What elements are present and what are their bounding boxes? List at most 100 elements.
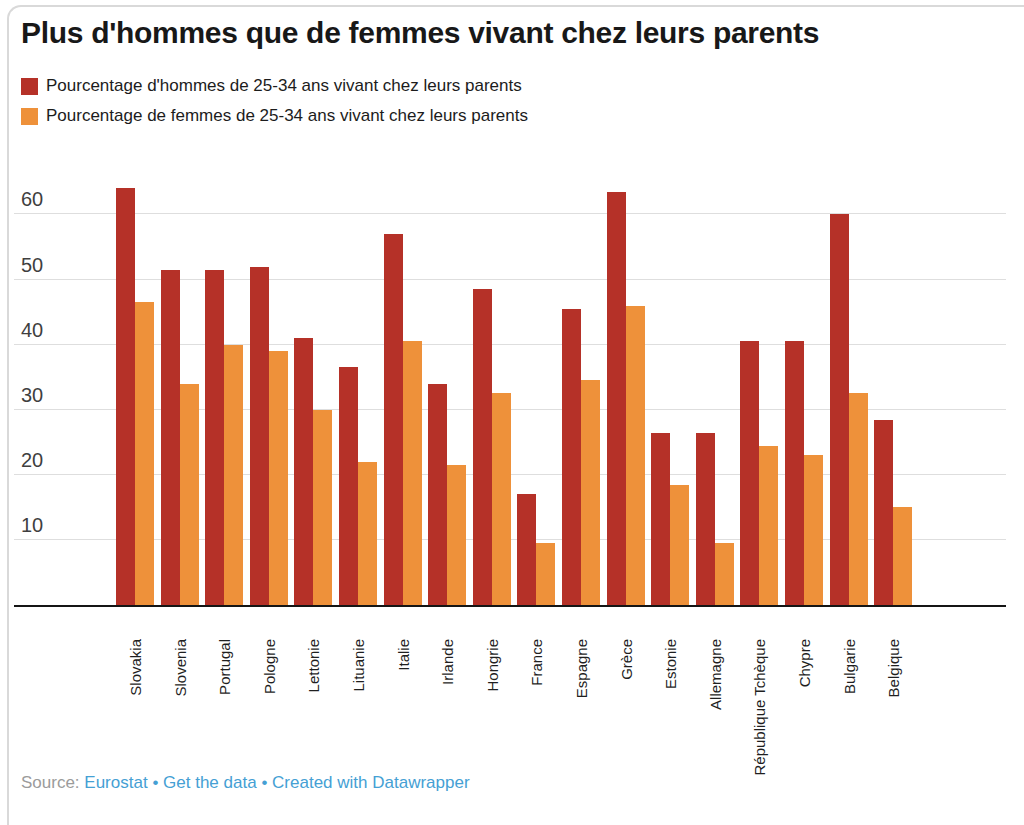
x-axis-label-Lettonie: Lettonie xyxy=(305,639,322,692)
y-tick-label-30: 30 xyxy=(21,385,43,405)
bar-Lituanie-hommes xyxy=(339,367,358,605)
bar-Bulgarie-hommes xyxy=(830,214,849,605)
x-axis-label-Irlande: Irlande xyxy=(439,639,456,685)
bar-Grèce-hommes xyxy=(607,192,626,605)
x-label-cell-Hongrie: Hongrie xyxy=(473,639,518,814)
bar-group-Lettonie xyxy=(294,180,339,605)
bar-group-Portugal xyxy=(205,180,250,605)
y-tick-label-20: 20 xyxy=(21,450,43,470)
x-label-cell-Chypre: Chypre xyxy=(785,639,830,814)
bar-group-Grèce xyxy=(607,180,652,605)
x-label-cell-République Tchèque: République Tchèque xyxy=(740,639,785,814)
x-axis-label-Lituanie: Lituanie xyxy=(349,639,366,692)
chart-title: Plus d'hommes que de femmes vivant chez … xyxy=(21,16,1011,50)
bar-Bulgarie-femmes xyxy=(849,393,868,605)
x-label-cell-Espagne: Espagne xyxy=(562,639,607,814)
x-label-cell-Grèce: Grèce xyxy=(607,639,652,814)
bar-Grèce-femmes xyxy=(626,306,645,605)
bar-Chypre-hommes xyxy=(785,341,804,605)
x-label-cell-Allemagne: Allemagne xyxy=(696,639,741,814)
bar-Espagne-hommes xyxy=(562,309,581,605)
men-color-swatch xyxy=(21,78,38,95)
source-line: Source: Eurostat • Get the data • Create… xyxy=(21,773,470,793)
bar-Italie-femmes xyxy=(403,341,422,605)
bar-Portugal-hommes xyxy=(205,270,224,605)
x-axis-label-Allemagne: Allemagne xyxy=(706,639,723,710)
bar-Lettonie-hommes xyxy=(294,338,313,605)
source-separator: • xyxy=(152,773,158,792)
bar-Belgique-femmes xyxy=(893,507,912,605)
legend: Pourcentage d'hommes de 25-34 ans vivant… xyxy=(21,77,528,137)
y-tick-label-10: 10 xyxy=(21,515,43,535)
women-color-swatch xyxy=(21,108,38,125)
x-axis-label-Italie: Italie xyxy=(394,639,411,671)
x-axis-label-Espagne: Espagne xyxy=(572,639,589,698)
x-axis-label-Grèce: Grèce xyxy=(617,639,634,680)
x-axis-label-France: France xyxy=(528,639,545,686)
bar-Italie-hommes xyxy=(384,234,403,605)
bar-Allemagne-hommes xyxy=(696,433,715,605)
bar-Slovakia-hommes xyxy=(116,188,135,605)
bar-Estonie-hommes xyxy=(651,433,670,605)
bar-Lituanie-femmes xyxy=(358,462,377,605)
source-link-eurostat[interactable]: Eurostat xyxy=(84,773,147,792)
x-axis-label-Slovenia: Slovenia xyxy=(171,639,188,697)
x-axis-label-Slovakia: Slovakia xyxy=(127,639,144,696)
plot-area: 10 20 30 40 50 60 xyxy=(14,180,1006,607)
bar-Irlande-hommes xyxy=(428,384,447,605)
bar-République Tchèque-femmes xyxy=(759,446,778,605)
y-tick-label-60: 60 xyxy=(21,189,43,209)
bar-group-France xyxy=(517,180,562,605)
bar-group-Bulgarie xyxy=(830,180,875,605)
x-axis-label-Portugal: Portugal xyxy=(216,639,233,695)
x-axis-label-Hongrie: Hongrie xyxy=(483,639,500,692)
source-prefix: Source: xyxy=(21,773,80,792)
bar-group-Espagne xyxy=(562,180,607,605)
bar-group-Allemagne xyxy=(696,180,741,605)
bar-Slovenia-hommes xyxy=(161,270,180,605)
x-axis-label-Belgique: Belgique xyxy=(885,639,902,697)
bar-Lettonie-femmes xyxy=(313,410,332,605)
bar-group-Slovakia xyxy=(116,180,161,605)
bar-France-femmes xyxy=(536,543,555,605)
x-axis-label-Estonie: Estonie xyxy=(662,639,679,689)
bar-Slovenia-femmes xyxy=(180,384,199,605)
bar-Portugal-femmes xyxy=(224,345,243,605)
source-separator: • xyxy=(261,773,267,792)
x-axis-label-République Tchèque: République Tchèque xyxy=(751,639,768,776)
bar-Pologne-femmes xyxy=(269,351,288,605)
y-tick-label-50: 50 xyxy=(21,255,43,275)
bar-Irlande-femmes xyxy=(447,465,466,605)
bar-group-Slovenia xyxy=(161,180,206,605)
bar-group-Irlande xyxy=(428,180,473,605)
bar-group-République Tchèque xyxy=(740,180,785,605)
bar-Slovakia-femmes xyxy=(135,302,154,605)
get-the-data-link[interactable]: Get the data xyxy=(163,773,257,792)
x-axis-label-Chypre: Chypre xyxy=(795,639,812,687)
bar-Chypre-femmes xyxy=(804,455,823,605)
x-label-cell-Bulgarie: Bulgarie xyxy=(830,639,875,814)
legend-item-women: Pourcentage de femmes de 25-34 ans vivan… xyxy=(21,107,528,125)
y-tick-label-40: 40 xyxy=(21,320,43,340)
datawrapper-credit-link[interactable]: Created with Datawrapper xyxy=(272,773,469,792)
bar-Belgique-hommes xyxy=(874,420,893,606)
bar-group-Italie xyxy=(384,180,429,605)
bar-group-Hongrie xyxy=(473,180,518,605)
bar-Espagne-femmes xyxy=(581,380,600,605)
bar-group-Chypre xyxy=(785,180,830,605)
bar-group-Lituanie xyxy=(339,180,384,605)
legend-label-women: Pourcentage de femmes de 25-34 ans vivan… xyxy=(46,106,528,126)
x-label-cell-Estonie: Estonie xyxy=(651,639,696,814)
x-axis-label-Pologne: Pologne xyxy=(260,639,277,694)
x-axis-label-Bulgarie: Bulgarie xyxy=(840,639,857,694)
bar-group-Estonie xyxy=(651,180,696,605)
x-label-cell-Belgique: Belgique xyxy=(874,639,919,814)
bar-group-Belgique xyxy=(874,180,919,605)
legend-item-men: Pourcentage d'hommes de 25-34 ans vivant… xyxy=(21,77,528,95)
bar-Hongrie-femmes xyxy=(492,393,511,605)
bar-France-hommes xyxy=(517,494,536,605)
bar-Allemagne-femmes xyxy=(715,543,734,605)
bar-Hongrie-hommes xyxy=(473,289,492,605)
bar-Pologne-hommes xyxy=(250,267,269,605)
bar-République Tchèque-hommes xyxy=(740,341,759,605)
